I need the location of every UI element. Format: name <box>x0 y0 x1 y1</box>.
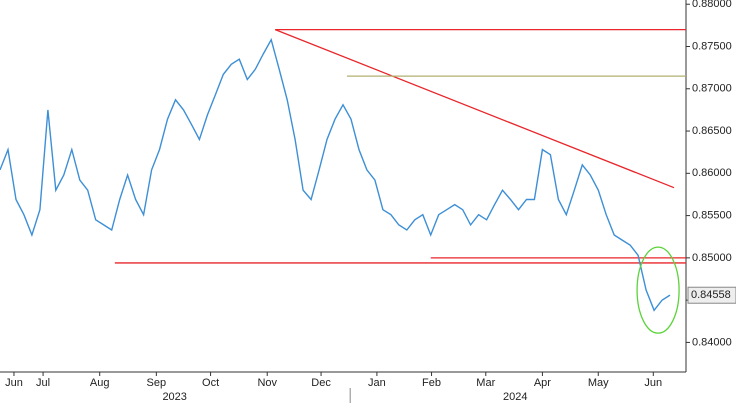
x-tick-label: Aug <box>90 377 110 389</box>
y-tick-label: 0.87500 <box>692 40 732 52</box>
y-tick-label: 0.85500 <box>692 209 732 221</box>
year-label: 2023 <box>162 391 186 403</box>
year-label: 2024 <box>503 391 527 403</box>
y-tick-label: 0.86000 <box>692 167 732 179</box>
x-tick-label: Jul <box>36 377 50 389</box>
y-tick-label: 0.87000 <box>692 83 732 95</box>
last-price-label: 0.84558 <box>691 289 731 301</box>
trend-line <box>274 28 675 189</box>
x-tick-label: Apr <box>534 377 551 389</box>
y-tick-label: 0.85000 <box>692 252 732 264</box>
y-tick-label: 0.84000 <box>692 336 732 348</box>
x-tick-label: May <box>588 377 609 389</box>
x-tick-label: Jun <box>644 377 662 389</box>
x-tick-label: Jan <box>368 377 386 389</box>
x-tick-label: Feb <box>422 377 441 389</box>
x-tick-label: Dec <box>311 377 331 389</box>
x-tick-label: Mar <box>476 377 495 389</box>
last-price-box <box>687 286 736 304</box>
x-tick-label: Nov <box>257 377 277 389</box>
x-tick-label: Oct <box>202 377 219 389</box>
highlight-ellipse <box>636 246 680 334</box>
x-tick-label: Sep <box>147 377 167 389</box>
y-tick-label: 0.88000 <box>692 0 732 10</box>
x-tick-label: Jun <box>5 377 23 389</box>
price-line <box>0 37 671 312</box>
y-tick-label: 0.86500 <box>692 125 732 137</box>
